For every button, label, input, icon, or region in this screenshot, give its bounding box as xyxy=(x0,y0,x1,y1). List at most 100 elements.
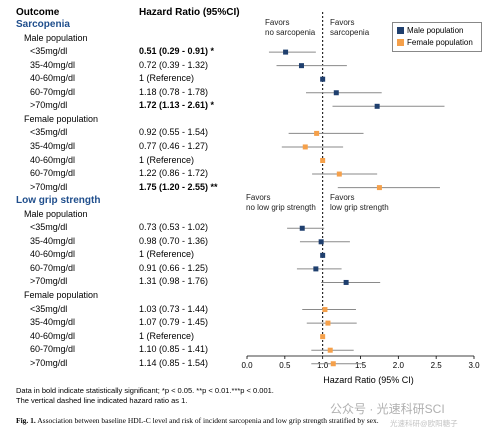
favors-low-grip: Favors low grip strength xyxy=(330,193,389,213)
hr-point xyxy=(299,225,305,231)
row-hazard-ratio: 1.07 (0.79 - 1.45) xyxy=(139,317,209,328)
row-hazard-ratio: 0.92 (0.55 - 1.54) xyxy=(139,127,209,138)
row-category-label: >70mg/dl xyxy=(30,357,68,368)
row-hazard-ratio: 1 (Reference) xyxy=(139,73,195,84)
legend-male: Male population xyxy=(397,26,463,36)
col-outcome-header: Outcome xyxy=(16,7,60,18)
hr-point xyxy=(327,347,333,353)
favors-no-sarcopenia: Favors no sarcopenia xyxy=(265,18,315,38)
row-hazard-ratio: 0.77 (0.46 - 1.27) xyxy=(139,140,209,151)
group-title: Male population xyxy=(24,32,88,43)
row-hazard-ratio: 1 (Reference) xyxy=(139,330,195,341)
footnote-reference-line: The vertical dashed line indicated hazar… xyxy=(16,395,188,405)
row-category-label: 35-40mg/dl xyxy=(30,59,76,70)
row-category-label: 40-60mg/dl xyxy=(30,154,76,165)
figure-caption: Fig. 1. Association between baseline HDL… xyxy=(16,416,379,425)
row-hazard-ratio: 1.31 (0.98 - 1.76) xyxy=(139,276,209,287)
group-title: Male population xyxy=(24,208,88,219)
x-axis-title: Hazard Ratio (95% CI) xyxy=(323,375,414,385)
row-category-label: 60-70mg/dl xyxy=(30,168,76,179)
hr-point xyxy=(302,144,308,150)
legend-female-swatch xyxy=(397,39,404,46)
row-hazard-ratio: 0.91 (0.66 - 1.25) xyxy=(139,262,209,273)
group-title: Female population xyxy=(24,113,99,124)
row-hazard-ratio: 0.72 (0.39 - 1.32) xyxy=(139,59,209,70)
hr-point xyxy=(374,103,380,109)
hr-point xyxy=(333,90,339,96)
hr-point xyxy=(318,239,324,245)
row-hazard-ratio: 1.18 (0.78 - 1.78) xyxy=(139,86,209,97)
row-category-label: >70mg/dl xyxy=(30,181,68,192)
row-category-label: 40-60mg/dl xyxy=(30,73,76,84)
legend-male-label: Male population xyxy=(407,26,464,35)
row-hazard-ratio: 1.14 (0.85 - 1.54) xyxy=(139,357,209,368)
watermark-secondary: 光速科研@欧阳糖子 xyxy=(390,419,458,428)
favors-low-grip-line1: Favors xyxy=(330,193,355,202)
hr-point xyxy=(283,49,289,55)
row-category-label: 60-70mg/dl xyxy=(30,344,76,355)
footnote-significance: Data in bold indicate statistically sign… xyxy=(16,386,274,395)
x-tick-label: 2.5 xyxy=(431,361,443,370)
favors-sarcopenia-line2: sarcopenia xyxy=(330,28,370,37)
row-hazard-ratio: 0.51 (0.29 - 0.91) * xyxy=(139,46,215,57)
row-hazard-ratio: 0.98 (0.70 - 1.36) xyxy=(139,235,209,246)
favors-no-low-grip-line1: Favors xyxy=(246,193,271,202)
hr-point xyxy=(336,171,342,177)
footnotes: Data in bold indicate statistically sign… xyxy=(16,386,274,405)
row-category-label: 60-70mg/dl xyxy=(30,86,76,97)
row-category-label: 35-40mg/dl xyxy=(30,140,76,151)
hr-point xyxy=(322,307,328,313)
col-hr-header: Hazard Ratio (95%CI) xyxy=(139,7,240,18)
row-category-label: <35mg/dl xyxy=(30,222,68,233)
section-title: Sarcopenia xyxy=(16,19,70,30)
caption-lead: Fig. 1. xyxy=(16,416,36,425)
row-category-label: <35mg/dl xyxy=(30,303,68,314)
row-category-label: <35mg/dl xyxy=(30,127,68,138)
favors-no-sarcopenia-line1: Favors xyxy=(265,18,290,27)
row-category-label: 35-40mg/dl xyxy=(30,317,76,328)
favors-sarcopenia: Favors sarcopenia xyxy=(330,18,369,38)
hr-point xyxy=(320,76,326,82)
hr-point xyxy=(298,63,304,69)
hr-point xyxy=(320,158,326,163)
row-hazard-ratio: 0.73 (0.53 - 1.02) xyxy=(139,222,209,233)
legend-male-swatch xyxy=(397,27,404,34)
legend: Male population Female population xyxy=(392,22,482,52)
hr-point xyxy=(330,361,336,367)
x-tick-label: 1.0 xyxy=(317,361,329,370)
favors-sarcopenia-line1: Favors xyxy=(330,18,355,27)
x-tick-label: 2.0 xyxy=(393,361,405,370)
row-hazard-ratio: 1 (Reference) xyxy=(139,154,195,165)
favors-no-low-grip: Favors no low grip strength xyxy=(246,193,316,213)
watermark: 公众号 · 光速科研SCI xyxy=(330,402,445,416)
row-category-label: 60-70mg/dl xyxy=(30,262,76,273)
favors-low-grip-line2: low grip strength xyxy=(330,203,389,212)
legend-female: Female population xyxy=(397,38,473,48)
row-hazard-ratio: 1 (Reference) xyxy=(139,249,195,260)
row-category-label: 35-40mg/dl xyxy=(30,235,76,246)
row-category-label: >70mg/dl xyxy=(30,100,68,111)
caption-text: Association between baseline HDL-C level… xyxy=(37,416,379,425)
row-hazard-ratio: 1.10 (0.85 - 1.41) xyxy=(139,344,209,355)
x-tick-label: 1.5 xyxy=(355,361,367,370)
favors-no-sarcopenia-line2: no sarcopenia xyxy=(265,28,316,37)
group-title: Female population xyxy=(24,290,99,300)
row-category-label: 40-60mg/dl xyxy=(30,330,76,341)
hr-point xyxy=(320,334,326,340)
hr-point xyxy=(343,279,349,285)
hr-point xyxy=(325,320,331,326)
x-tick-label: 0.0 xyxy=(241,361,253,370)
hr-point xyxy=(320,252,326,258)
legend-female-label: Female population xyxy=(407,38,473,47)
favors-no-low-grip-line2: no low grip strength xyxy=(246,203,316,212)
row-category-label: <35mg/dl xyxy=(30,46,68,57)
hr-point xyxy=(313,266,319,272)
row-hazard-ratio: 1.03 (0.73 - 1.44) xyxy=(139,303,209,314)
row-hazard-ratio: 1.75 (1.20 - 2.55) ** xyxy=(139,181,218,192)
section-title: Low grip strength xyxy=(16,195,101,207)
x-tick-label: 3.0 xyxy=(468,361,480,370)
row-category-label: 40-60mg/dl xyxy=(30,249,76,260)
hr-point xyxy=(376,185,382,191)
